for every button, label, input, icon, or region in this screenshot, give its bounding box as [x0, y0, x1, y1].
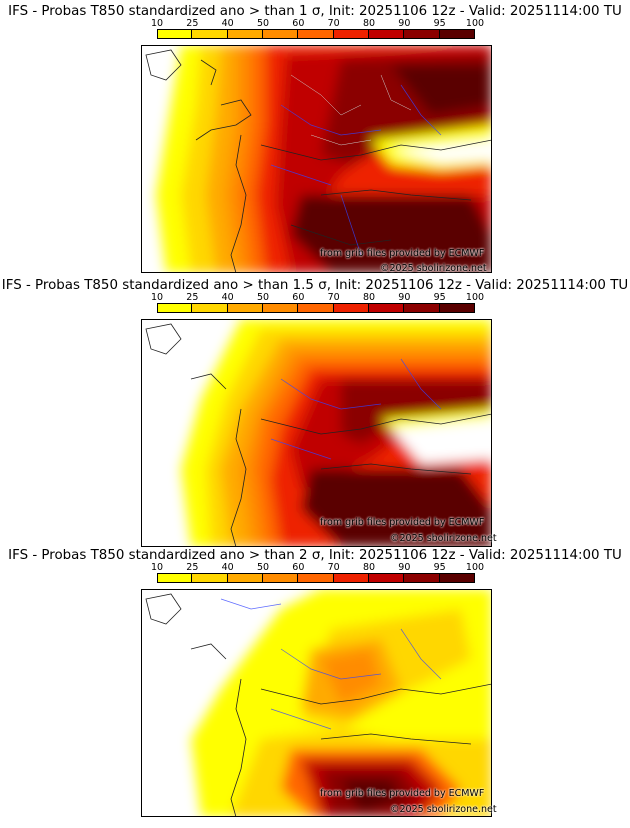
colorbar-tick-label: 10 [150, 562, 164, 573]
probability-map [141, 589, 492, 817]
colorbar-cell [333, 29, 369, 39]
colorbar-cell [192, 29, 228, 39]
colorbar-cell [263, 29, 299, 39]
colorbar-cell [369, 29, 405, 39]
colorbar-tick-label: 95 [433, 18, 446, 29]
colorbar-tick-label: 40 [221, 292, 234, 303]
colorbar-cell [404, 573, 440, 583]
credit-copyright: ©2025 sbolirizone.net [390, 533, 497, 544]
colorbar-tick-label: 25 [186, 292, 199, 303]
colorbar-tick-label: 10 [150, 18, 164, 29]
map-panel-1: IFS - Probas T850 standardized ano > tha… [0, 4, 630, 274]
colorbar-tick-label: 60 [292, 292, 305, 303]
colorbar-cell [298, 573, 334, 583]
colorbar-tick-label: 80 [362, 562, 376, 573]
credit-source: from grib files provided by ECMWF [320, 248, 485, 259]
colorbar-tick-label: 25 [186, 562, 199, 573]
colorbar-tick-label: 10 [150, 292, 164, 303]
colorbar [157, 303, 475, 313]
colorbar-tick-label: 50 [256, 562, 270, 573]
colorbar-cell [404, 29, 440, 39]
colorbar-tick-label: 100 [465, 562, 485, 573]
colorbar-cell [157, 29, 193, 39]
colorbar-tick-label: 90 [398, 292, 411, 303]
colorbar-tick-label: 90 [398, 18, 411, 29]
colorbar-cell [369, 573, 405, 583]
colorbar-cell [227, 303, 263, 313]
colorbar-cell [157, 573, 193, 583]
credit-copyright: ©2025 sbolirizone.net [390, 804, 497, 815]
colorbar-cell [227, 573, 263, 583]
credit-copyright: ©2025 sbolirizone.net [380, 263, 487, 274]
panel-title: IFS - Probas T850 standardized ano > tha… [1, 278, 629, 293]
colorbar-cell [333, 573, 369, 583]
colorbar-cell [333, 303, 369, 313]
colorbar-cell [263, 573, 299, 583]
colorbar-tick-label: 70 [327, 18, 340, 29]
probability-map [141, 319, 492, 547]
colorbar-cell [192, 573, 228, 583]
map-panel-3: IFS - Probas T850 standardized ano > tha… [0, 548, 630, 818]
colorbar-cell [298, 303, 334, 313]
colorbar-tick-label: 70 [327, 292, 340, 303]
probability-map [141, 45, 492, 273]
colorbar-tick-label: 60 [292, 562, 305, 573]
colorbar-tick-label: 80 [362, 18, 376, 29]
credit-source: from grib files provided by ECMWF [320, 517, 485, 528]
colorbar-cell [192, 303, 228, 313]
colorbar-tick-label: 60 [292, 18, 305, 29]
colorbar-tick-label: 50 [256, 292, 270, 303]
colorbar-tick-label: 40 [221, 18, 234, 29]
colorbar-cell [404, 303, 440, 313]
panel-title: IFS - Probas T850 standardized ano > tha… [8, 548, 622, 563]
colorbar-tick-label: 100 [465, 18, 485, 29]
colorbar-tick-label: 95 [433, 292, 446, 303]
colorbar-cell [263, 303, 299, 313]
colorbar-cell [157, 303, 193, 313]
colorbar-tick-label: 95 [433, 562, 446, 573]
colorbar-tick-label: 25 [186, 18, 199, 29]
colorbar-tick-label: 80 [362, 292, 376, 303]
panel-title: IFS - Probas T850 standardized ano > tha… [8, 4, 622, 19]
credit-source: from grib files provided by ECMWF [320, 788, 485, 799]
colorbar-cell [298, 29, 334, 39]
colorbar-cell [369, 303, 405, 313]
colorbar-tick-label: 100 [465, 292, 485, 303]
colorbar-tick-label: 70 [327, 562, 340, 573]
colorbar-cell [227, 29, 263, 39]
colorbar-tick-label: 40 [221, 562, 234, 573]
colorbar-tick-label: 50 [256, 18, 270, 29]
colorbar-tick-label: 90 [398, 562, 411, 573]
colorbar [157, 29, 475, 39]
colorbar [157, 573, 475, 583]
map-panel-2: IFS - Probas T850 standardized ano > tha… [0, 278, 630, 548]
